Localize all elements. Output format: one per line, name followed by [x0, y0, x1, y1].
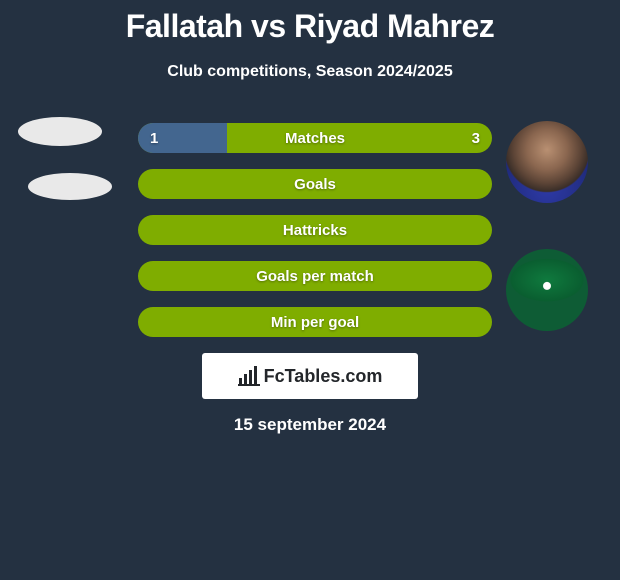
- title-player1: Fallatah: [126, 8, 243, 44]
- stat-label: Goals per match: [138, 268, 492, 285]
- comparison-card: Fallatah vs Riyad Mahrez Club competitio…: [0, 0, 620, 580]
- stat-bars: 1 Matches 3 Goals Hattricks Goals per ma…: [138, 123, 492, 353]
- page-title: Fallatah vs Riyad Mahrez: [0, 0, 620, 45]
- player1-club-crest: [28, 173, 112, 200]
- player2-avatar: [506, 121, 588, 203]
- player2-club-crest: [506, 249, 588, 331]
- watermark-text: FcTables.com: [264, 366, 383, 387]
- stat-row-min-per-goal: Min per goal: [138, 307, 492, 337]
- stat-row-goals: Goals: [138, 169, 492, 199]
- stat-row-matches: 1 Matches 3: [138, 123, 492, 153]
- subtitle: Club competitions, Season 2024/2025: [0, 63, 620, 81]
- stat-label: Min per goal: [138, 314, 492, 331]
- stat-label: Matches: [138, 130, 492, 147]
- watermark: FcTables.com: [202, 353, 418, 399]
- stat-row-hattricks: Hattricks: [138, 215, 492, 245]
- stat-label: Goals: [138, 176, 492, 193]
- stat-label: Hattricks: [138, 222, 492, 239]
- bar-chart-icon: [238, 366, 260, 386]
- stat-row-goals-per-match: Goals per match: [138, 261, 492, 291]
- player1-avatar: [18, 117, 102, 146]
- date-label: 15 september 2024: [0, 415, 620, 435]
- stat-right-value: 3: [472, 130, 480, 147]
- title-player2: Riyad Mahrez: [294, 8, 494, 44]
- title-vs: vs: [251, 8, 286, 44]
